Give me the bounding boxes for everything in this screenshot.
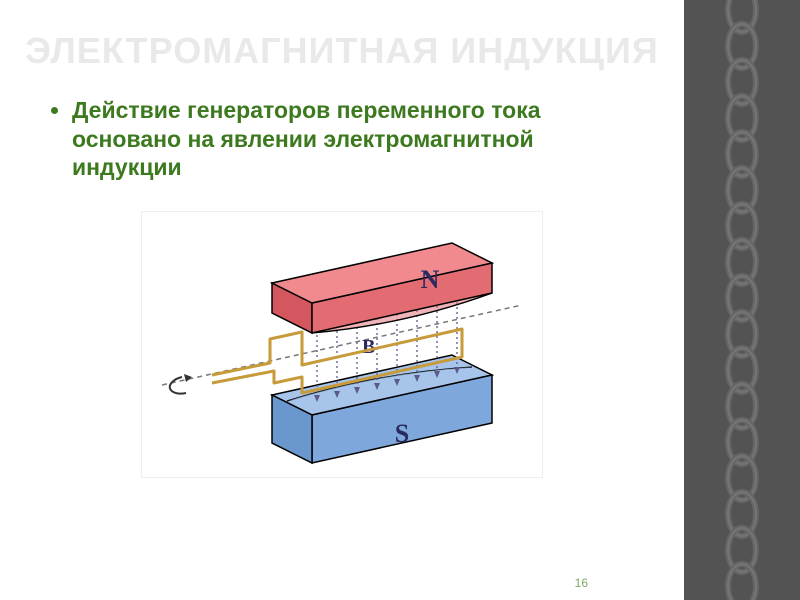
field-label: B [362, 336, 375, 358]
generator-diagram: S [152, 225, 532, 465]
slide-body: ЭЛЕКТРОМАГНИТНАЯ ИНДУКЦИЯ Действие генер… [0, 0, 684, 600]
south-label: S [395, 419, 409, 448]
decorative-sidebar [684, 0, 800, 600]
north-label: N [421, 265, 440, 294]
south-pole: S [272, 355, 492, 463]
bullet-item: Действие генераторов переменного тока ос… [72, 96, 644, 182]
slide-title: ЭЛЕКТРОМАГНИТНАЯ ИНДУКЦИЯ [0, 0, 684, 80]
page-number: 16 [575, 576, 588, 590]
north-pole: N [272, 243, 492, 333]
diagram-figure: S [142, 212, 542, 477]
bullet-list: Действие генераторов переменного тока ос… [0, 80, 684, 182]
chain-pattern-icon [712, 0, 772, 600]
